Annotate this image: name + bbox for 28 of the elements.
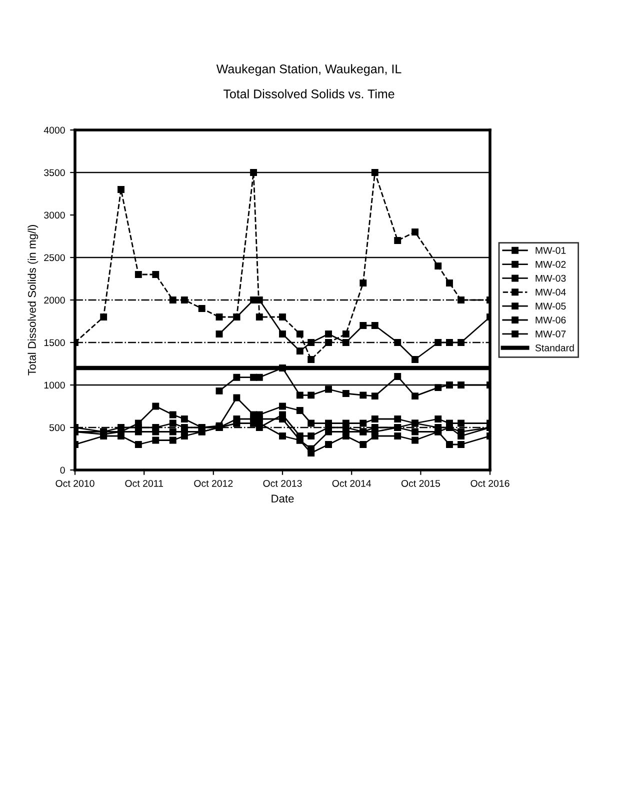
y-tick-label: 0 <box>60 466 65 474</box>
legend-label: MW-05 <box>536 302 566 310</box>
legend-label: Standard <box>535 344 574 352</box>
legend-label: MW-07 <box>536 330 566 338</box>
y-tick-label: 1500 <box>44 339 65 346</box>
y-tick-label: 2000 <box>44 296 65 304</box>
legend-label: MW-02 <box>536 260 566 268</box>
x-tick-label: Oct 2011 <box>125 480 163 487</box>
x-tick-label: Oct 2010 <box>56 480 94 487</box>
y-tick-label: 3500 <box>44 169 65 176</box>
chart-title: Waukegan Station, Waukegan, IL <box>216 64 402 76</box>
legend-label: MW-03 <box>536 274 566 282</box>
x-tick-label: Oct 2013 <box>263 480 302 487</box>
y-tick-label: 3000 <box>44 212 65 219</box>
legend-label: MW-06 <box>536 316 566 324</box>
y-tick-label: 4000 <box>44 126 65 134</box>
x-tick-label: Oct 2012 <box>194 480 233 487</box>
x-tick-label: Oct 2015 <box>401 480 440 487</box>
x-tick-label: Oct 2014 <box>332 480 372 487</box>
y-tick-label: 1000 <box>44 382 65 389</box>
y-tick-label: 2500 <box>44 254 65 262</box>
x-axis-title: Date <box>272 494 294 502</box>
y-axis-title: Total Dissolved Solids (in mg/l) <box>28 225 38 376</box>
chart-subtitle: Total Dissolved Solids vs. Time <box>223 89 394 98</box>
x-tick-label: Oct 2016 <box>470 480 510 487</box>
legend-label: MW-01 <box>536 246 566 254</box>
y-tick-label: 500 <box>49 424 65 432</box>
legend-label: MW-04 <box>536 288 566 296</box>
